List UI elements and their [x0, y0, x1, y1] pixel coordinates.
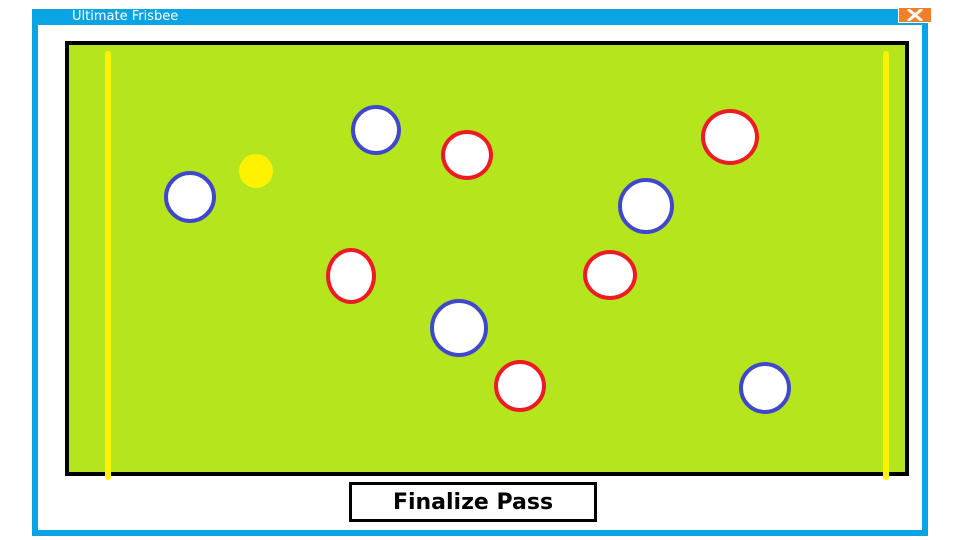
- close-button[interactable]: [898, 7, 932, 23]
- blue-player[interactable]: [164, 171, 216, 223]
- game-window: Ultimate Frisbee Finalize Pass: [32, 7, 932, 536]
- blue-player[interactable]: [739, 362, 791, 414]
- frisbee-icon[interactable]: [239, 154, 273, 188]
- blue-player[interactable]: [430, 299, 488, 357]
- close-icon: [907, 9, 923, 21]
- right-goal-line: [883, 51, 889, 480]
- blue-player[interactable]: [351, 105, 401, 155]
- red-player[interactable]: [494, 360, 546, 412]
- title-bar: Ultimate Frisbee: [38, 7, 932, 25]
- finalize-pass-button[interactable]: Finalize Pass: [349, 482, 597, 522]
- window-title: Ultimate Frisbee: [72, 9, 179, 24]
- left-goal-line: [105, 51, 111, 480]
- red-player[interactable]: [583, 250, 637, 300]
- blue-player[interactable]: [618, 178, 674, 234]
- playing-field: [65, 41, 909, 480]
- red-player[interactable]: [441, 130, 493, 180]
- red-player[interactable]: [701, 109, 759, 165]
- red-player[interactable]: [326, 248, 376, 304]
